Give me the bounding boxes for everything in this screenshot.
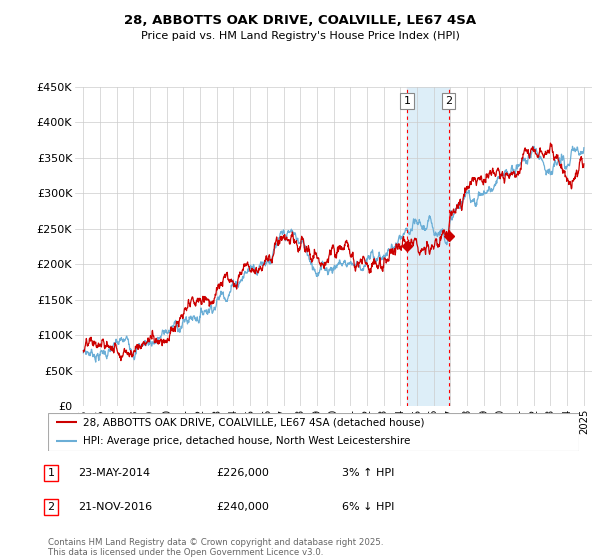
Text: Price paid vs. HM Land Registry's House Price Index (HPI): Price paid vs. HM Land Registry's House …: [140, 31, 460, 41]
Text: 21-NOV-2016: 21-NOV-2016: [78, 502, 152, 512]
Text: 1: 1: [47, 468, 55, 478]
Text: HPI: Average price, detached house, North West Leicestershire: HPI: Average price, detached house, Nort…: [83, 436, 410, 446]
Text: £240,000: £240,000: [216, 502, 269, 512]
Text: Contains HM Land Registry data © Crown copyright and database right 2025.
This d: Contains HM Land Registry data © Crown c…: [48, 538, 383, 557]
Text: 6% ↓ HPI: 6% ↓ HPI: [342, 502, 394, 512]
Bar: [407, 87, 449, 406]
Text: 3% ↑ HPI: 3% ↑ HPI: [342, 468, 394, 478]
FancyBboxPatch shape: [48, 413, 579, 451]
Text: 28, ABBOTTS OAK DRIVE, COALVILLE, LE67 4SA: 28, ABBOTTS OAK DRIVE, COALVILLE, LE67 4…: [124, 14, 476, 27]
Text: 2: 2: [47, 502, 55, 512]
Text: 28, ABBOTTS OAK DRIVE, COALVILLE, LE67 4SA (detached house): 28, ABBOTTS OAK DRIVE, COALVILLE, LE67 4…: [83, 417, 424, 427]
Text: 23-MAY-2014: 23-MAY-2014: [78, 468, 150, 478]
Text: 2: 2: [445, 96, 452, 106]
Text: 1: 1: [403, 96, 410, 106]
Text: £226,000: £226,000: [216, 468, 269, 478]
